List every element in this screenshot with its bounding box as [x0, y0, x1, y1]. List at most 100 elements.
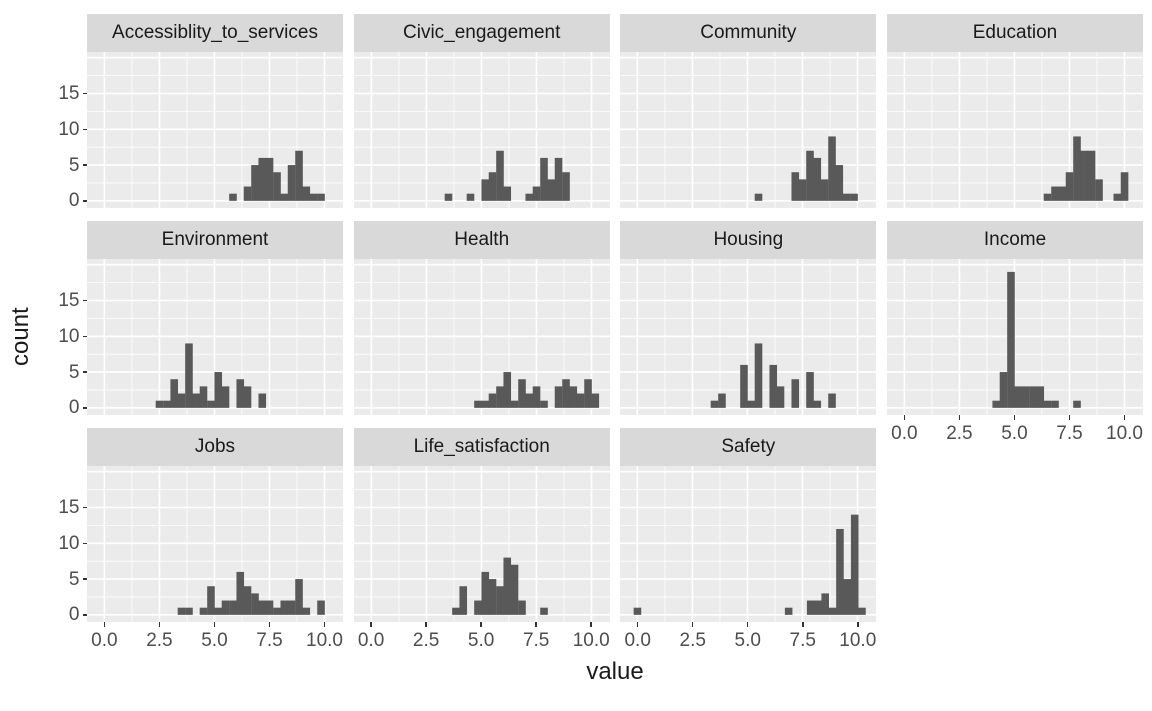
x-tick-label: 0.0	[91, 629, 118, 651]
x-tick-label: 7.5	[256, 629, 283, 651]
facet-panel-Jobs	[87, 466, 343, 622]
facet-strip-Education: Education	[887, 14, 1143, 52]
facet-strip-Accessiblity_to_services: Accessiblity_to_services	[87, 14, 343, 52]
x-tick-label: 0.0	[624, 629, 651, 651]
x-tick-label: 10.0	[839, 629, 877, 651]
y-tick-mark	[82, 164, 87, 166]
facet-strip-Health: Health	[353, 221, 610, 259]
facet-strip-Civic_engagement: Civic_engagement	[353, 14, 610, 52]
x-tick-label: 10.0	[306, 629, 343, 651]
x-tick-mark	[590, 622, 592, 627]
facet-strip-label: Life_satisfaction	[413, 436, 550, 457]
histogram-svg-Life_satisfaction	[353, 466, 610, 622]
x-tick-label: 2.5	[679, 629, 706, 651]
histogram-svg-Civic_engagement	[353, 52, 610, 208]
facet-panel-Civic_engagement	[353, 52, 610, 208]
x-tick-mark	[691, 622, 694, 627]
x-tick-mark	[857, 622, 859, 627]
y-tick-mark	[82, 128, 87, 131]
x-tick-mark	[268, 622, 271, 627]
x-tick-mark	[1013, 415, 1016, 420]
y-tick-label: 0	[68, 604, 80, 626]
x-tick-label: 10.0	[1106, 422, 1143, 444]
x-tick-label: 5.0	[1001, 422, 1028, 444]
y-tick-mark	[82, 371, 87, 373]
y-axis-title: count	[7, 307, 34, 367]
facet-strip-Jobs: Jobs	[87, 428, 343, 466]
histogram-svg-Jobs	[87, 466, 343, 622]
x-tick-mark	[1123, 415, 1126, 420]
y-tick-label: 0	[68, 397, 80, 419]
facet-strip-Income: Income	[887, 221, 1143, 259]
y-tick-label: 15	[58, 497, 80, 518]
x-tick-mark	[370, 622, 372, 627]
histogram-svg-Education	[887, 52, 1143, 208]
y-tick-label: 15	[58, 83, 80, 104]
facet-panel-Environment	[87, 259, 343, 415]
facet-strip-label: Jobs	[194, 436, 236, 457]
histogram-svg-Income	[887, 259, 1143, 415]
facet-panel-Community	[620, 52, 877, 208]
x-tick-label: 7.5	[789, 629, 816, 651]
facet-panel-Accessiblity_to_services	[87, 52, 343, 208]
facet-strip-label: Environment	[161, 229, 269, 250]
x-tick-label: 7.5	[522, 629, 550, 651]
y-tick-mark	[82, 407, 87, 409]
y-tick-mark	[82, 614, 87, 616]
facet-strip-label: Education	[972, 22, 1058, 43]
x-tick-mark	[480, 622, 482, 627]
facet-strip-label: Community	[700, 22, 797, 43]
y-tick-label: 5	[68, 154, 80, 176]
y-tick-mark	[82, 506, 87, 509]
y-tick-mark	[82, 299, 87, 302]
histogram-svg-Accessiblity_to_services	[87, 52, 343, 208]
x-tick-label: 0.0	[891, 422, 918, 444]
x-tick-label: 2.5	[412, 629, 440, 651]
x-axis-title: value	[586, 658, 644, 685]
histogram-svg-Housing	[620, 259, 877, 415]
x-tick-mark	[636, 622, 639, 627]
x-tick-mark	[158, 622, 161, 627]
x-tick-label: 5.0	[734, 629, 761, 651]
facet-strip-Community: Community	[620, 14, 877, 52]
x-tick-mark	[213, 622, 216, 627]
facet-panel-Housing	[620, 259, 877, 415]
x-tick-label: 2.5	[946, 422, 973, 444]
x-tick-mark	[1068, 415, 1071, 420]
x-tick-label: 5.0	[467, 629, 495, 651]
y-tick-label: 10	[58, 325, 80, 347]
facet-panel-Life_satisfaction	[353, 466, 610, 622]
x-tick-mark	[958, 415, 961, 420]
x-tick-mark	[103, 622, 106, 627]
x-tick-mark	[802, 622, 804, 627]
facet-strip-Environment: Environment	[87, 221, 343, 259]
histogram-svg-Environment	[87, 259, 343, 415]
y-tick-mark	[82, 200, 87, 202]
x-tick-mark	[903, 415, 906, 420]
facet-strip-label: Health	[454, 229, 510, 250]
y-tick-mark	[82, 335, 87, 338]
facet-strip-Life_satisfaction: Life_satisfaction	[353, 428, 610, 466]
histogram-svg-Health	[353, 259, 610, 415]
x-tick-label: 2.5	[146, 629, 173, 651]
y-tick-mark	[82, 92, 87, 95]
facet-strip-label: Civic_engagement	[403, 22, 561, 43]
y-tick-label: 5	[68, 568, 80, 590]
facet-panel-Education	[887, 52, 1143, 208]
y-tick-label: 5	[68, 361, 80, 383]
y-tick-mark	[82, 542, 87, 545]
x-tick-label: 7.5	[1056, 422, 1083, 444]
y-tick-label: 0	[68, 190, 80, 212]
facet-strip-label: Housing	[713, 229, 784, 250]
histogram-svg-Community	[620, 52, 877, 208]
facet-strip-label: Safety	[721, 436, 776, 457]
y-tick-label: 15	[58, 290, 80, 311]
y-tick-label: 10	[58, 118, 80, 140]
x-tick-label: 0.0	[357, 629, 385, 651]
facet-panel-Safety	[620, 466, 877, 622]
x-tick-label: 5.0	[201, 629, 228, 651]
facet-panel-Health	[353, 259, 610, 415]
x-tick-label: 10.0	[572, 629, 610, 651]
facet-strip-Housing: Housing	[620, 221, 877, 259]
